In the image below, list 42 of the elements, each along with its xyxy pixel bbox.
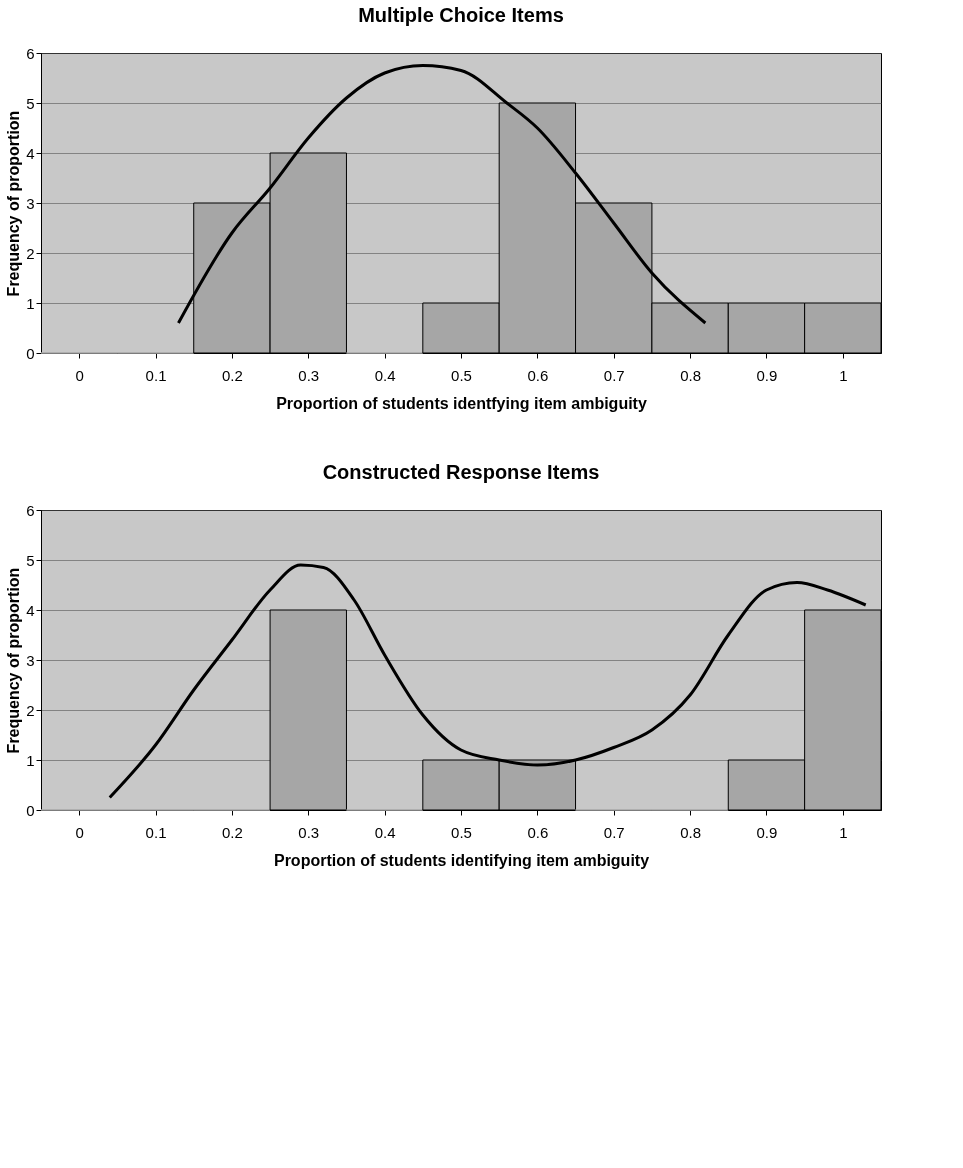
x-tick-label: 0.2 bbox=[221, 823, 243, 841]
x-axis-title: Proportion of students identfying item ambiguity bbox=[276, 394, 647, 412]
x-tick-label: 0.3 bbox=[298, 823, 320, 841]
y-tick-label: 1 bbox=[26, 294, 35, 312]
x-tick-label: 0.1 bbox=[145, 823, 167, 841]
chart-title: Multiple Choice Items bbox=[358, 4, 564, 26]
y-tick-label: 5 bbox=[26, 94, 35, 112]
x-tick-label: 0.5 bbox=[451, 823, 472, 841]
y-tick-label: 6 bbox=[26, 44, 35, 62]
x-tick-label: 0.1 bbox=[145, 366, 167, 384]
x-tick-label: 0.6 bbox=[527, 366, 549, 384]
x-tick-label: 0.9 bbox=[756, 823, 778, 841]
y-tick-label: 0 bbox=[26, 801, 35, 819]
y-axis-title: Frequency of proportion bbox=[5, 110, 23, 297]
chart-title: Constructed Response Items bbox=[322, 461, 600, 483]
y-tick-label: 1 bbox=[26, 751, 35, 769]
x-tick-label: 0.7 bbox=[603, 366, 625, 384]
y-tick-label: 6 bbox=[26, 501, 35, 519]
y-tick-label: 4 bbox=[26, 144, 35, 162]
x-tick-label: 0.7 bbox=[603, 823, 625, 841]
x-tick-label: 0.8 bbox=[680, 823, 702, 841]
x-tick-label: 0.4 bbox=[374, 823, 396, 841]
x-tick-label: 0.8 bbox=[680, 366, 702, 384]
x-tick-label: 0.3 bbox=[298, 366, 320, 384]
y-tick-label: 3 bbox=[26, 651, 35, 669]
y-tick-label: 2 bbox=[26, 244, 35, 262]
x-tick-label: 0.9 bbox=[756, 366, 778, 384]
x-tick-label: 1 bbox=[839, 366, 848, 384]
x-tick-label: 1 bbox=[839, 823, 848, 841]
y-tick-label: 0 bbox=[26, 344, 35, 362]
y-tick-label: 2 bbox=[26, 701, 35, 719]
y-tick-label: 5 bbox=[26, 551, 35, 569]
y-tick-label: 4 bbox=[26, 601, 35, 619]
x-tick-label: 0.6 bbox=[527, 823, 549, 841]
y-tick-label: 3 bbox=[26, 194, 35, 212]
x-tick-label: 0.4 bbox=[374, 366, 396, 384]
x-tick-label: 0.5 bbox=[451, 366, 472, 384]
y-axis-title: Frequency of proportion bbox=[5, 567, 23, 754]
x-tick-label: 0.2 bbox=[221, 366, 243, 384]
x-tick-label: 0 bbox=[75, 823, 84, 841]
x-axis-title: Proportion of students identifying item ambiguity bbox=[273, 851, 650, 869]
x-tick-label: 0 bbox=[75, 366, 84, 384]
